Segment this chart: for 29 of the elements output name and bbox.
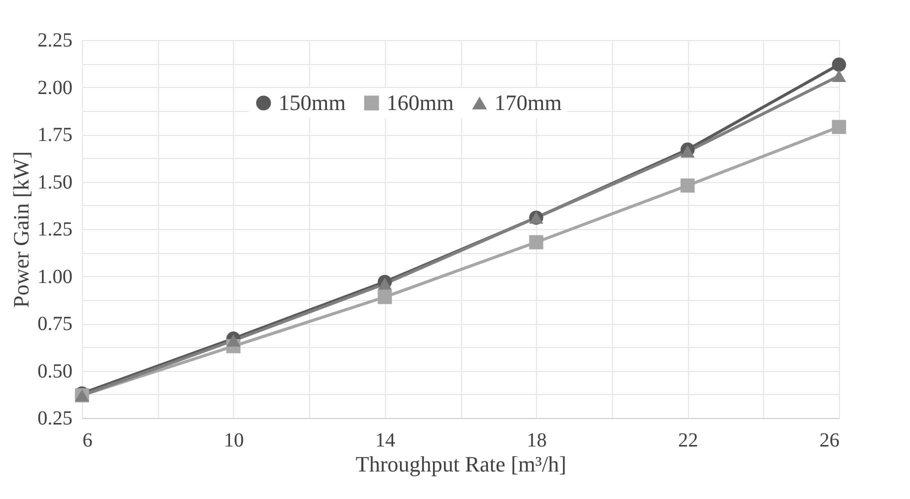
y-tick-label: 1.75 <box>38 124 72 146</box>
x-axis-title: Throughput Rate [m³/h] <box>356 452 566 476</box>
legend-label: 160mm <box>386 90 454 115</box>
point <box>832 120 846 134</box>
y-tick-label: 0.25 <box>38 408 72 430</box>
x-tick-label: 10 <box>224 430 244 452</box>
x-tick-label: 18 <box>526 430 547 452</box>
y-tick-label: 0.75 <box>38 313 72 335</box>
legend-label: 150mm <box>278 90 346 115</box>
y-tick-label: 1.50 <box>38 171 72 194</box>
point <box>680 178 695 193</box>
y-axis-title: Power Gain [kW] <box>8 151 34 308</box>
point <box>378 290 392 304</box>
y-tick-label: 0.50 <box>38 360 72 382</box>
point <box>832 58 846 72</box>
point <box>226 334 240 347</box>
y-tick-label: 1.00 <box>38 266 72 288</box>
x-tick-label: 22 <box>678 430 698 452</box>
point <box>832 70 846 82</box>
y-tick-label: 2.25 <box>38 30 72 52</box>
x-tick-label: 26 <box>820 430 840 452</box>
y-tick-label: 2.00 <box>38 76 72 99</box>
point <box>529 235 544 250</box>
x-tick-label: 14 <box>375 430 396 452</box>
point <box>378 278 392 290</box>
legend-label: 170mm <box>494 90 562 115</box>
y-tick-label: 1.25 <box>38 218 72 240</box>
point <box>680 145 695 158</box>
x-tick-label: 6 <box>82 430 92 452</box>
